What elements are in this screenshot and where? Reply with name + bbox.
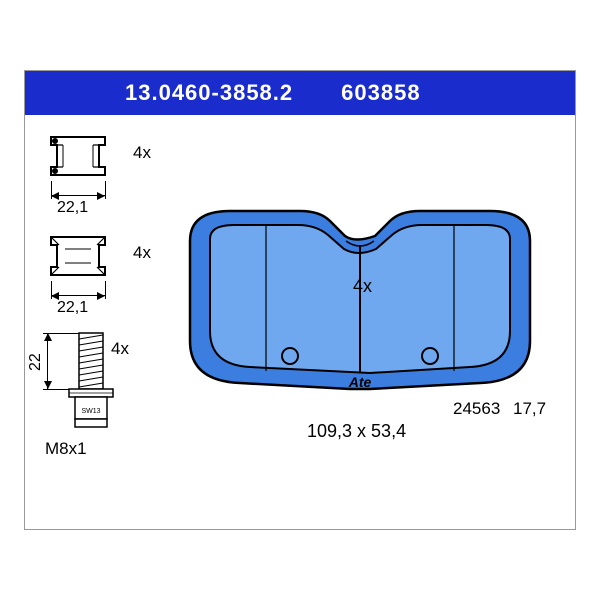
clip2-width: 22,1: [57, 299, 88, 317]
clip2-qty: 4x: [133, 243, 151, 263]
clip1-drawing: [35, 129, 130, 189]
clip2-dim-line: [51, 295, 105, 296]
bolt-hex-text: SW13: [81, 408, 100, 415]
clip2-drawing: [35, 229, 130, 289]
bolt-thread: M8x1: [45, 439, 87, 459]
brand-logo: Ate: [348, 374, 372, 390]
clip1-width: 22,1: [57, 199, 88, 217]
pad-qty: 4x: [353, 276, 372, 297]
pad-right-code: 24563: [453, 399, 500, 419]
pad-dimensions: 109,3 x 53,4: [307, 421, 406, 442]
bolt-dim-v: [47, 333, 48, 389]
bolt-qty: 4x: [111, 339, 129, 359]
part-number: 13.0460-3858.2: [125, 80, 293, 106]
bolt-length: 22: [27, 353, 45, 371]
header-bar: 13.0460-3858.2 603858: [25, 71, 575, 115]
brake-pad-drawing: Ate: [170, 201, 550, 396]
short-code: 603858: [341, 80, 420, 106]
clip2-ext-r: [105, 281, 106, 299]
diagram-stage: 13.0460-3858.2 603858 4x 22,1 4x: [24, 70, 576, 530]
clip1-qty: 4x: [133, 143, 151, 163]
bolt-ext-b: [43, 389, 69, 390]
clip1-dim-line: [51, 195, 105, 196]
pad-thickness: 17,7: [513, 399, 546, 419]
clip1-ext-r: [105, 181, 106, 199]
